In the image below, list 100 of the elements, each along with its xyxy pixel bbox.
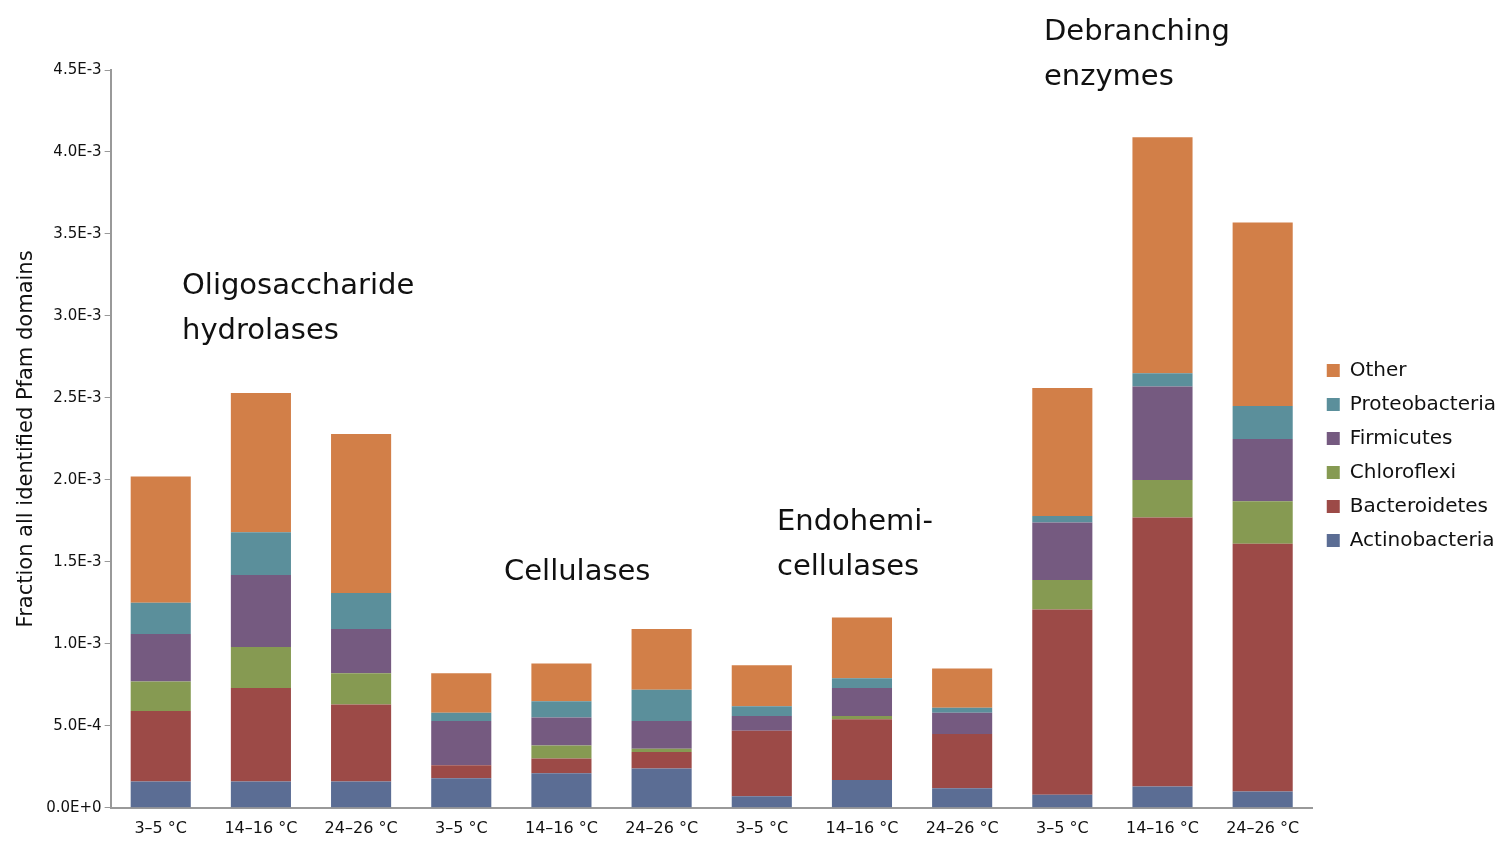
y-tick-label: 4.0E-3 xyxy=(53,141,102,160)
bar xyxy=(130,602,191,635)
y-tick-label: 5.0E-4 xyxy=(53,715,102,734)
bar xyxy=(932,668,993,708)
y-tick-label: 1.5E-3 xyxy=(53,551,102,570)
x-tick-label: 24–26 °C xyxy=(925,817,999,837)
bar xyxy=(831,719,893,780)
bar xyxy=(1232,438,1293,502)
bar xyxy=(631,768,692,808)
bar xyxy=(331,704,392,782)
bar xyxy=(431,765,492,779)
bar xyxy=(1032,579,1093,610)
bar xyxy=(331,593,392,630)
bar xyxy=(331,433,392,594)
bar xyxy=(431,712,492,721)
bar xyxy=(1232,406,1293,439)
x-tick-label: 14–16 °C xyxy=(1126,817,1199,837)
bar xyxy=(1032,794,1093,808)
bar xyxy=(1032,609,1093,795)
bar xyxy=(431,720,492,766)
bar xyxy=(1132,517,1193,787)
bar xyxy=(1232,791,1293,808)
bar xyxy=(331,629,392,674)
x-tick-label: 14–16 °C xyxy=(825,817,899,837)
bar xyxy=(731,796,792,808)
bar xyxy=(531,717,592,746)
y-tick-label: 2.0E-3 xyxy=(53,469,102,488)
annotation: Oligosaccharide hydrolases xyxy=(182,266,416,348)
bar xyxy=(331,673,392,705)
y-tick-label: 4.5E-3 xyxy=(53,59,102,78)
y-tick-label: 1.0E-3 xyxy=(53,633,102,652)
legend-label: Proteobacteria xyxy=(1349,390,1497,415)
x-tick-label: 24–26 °C xyxy=(324,817,398,837)
annotation: Cellulases xyxy=(504,553,651,587)
bar xyxy=(1132,386,1193,480)
bar xyxy=(631,689,692,721)
bar xyxy=(230,688,291,782)
bar xyxy=(130,476,191,603)
x-tick-label: 3–5 °C xyxy=(434,817,488,837)
bar xyxy=(831,617,893,679)
annotation: Endohemi-cellulases xyxy=(777,502,934,584)
bar xyxy=(731,715,792,731)
bar xyxy=(1132,479,1193,518)
bar xyxy=(731,665,792,707)
bar xyxy=(932,707,993,713)
bar xyxy=(531,701,592,718)
bar xyxy=(932,712,993,735)
y-axis-title: Fraction all identified Pfam domains xyxy=(13,250,38,628)
bar xyxy=(531,773,592,808)
legend-label: Other xyxy=(1349,356,1408,381)
bar xyxy=(431,673,492,713)
bar xyxy=(1032,515,1093,523)
bar xyxy=(230,574,291,648)
bar xyxy=(731,730,792,797)
bar xyxy=(130,711,191,782)
x-tick-label: 3–5 °C xyxy=(134,817,188,837)
legend-label: Firmicutes xyxy=(1349,424,1453,449)
bar xyxy=(831,715,893,720)
y-tick-label: 0.0E+0 xyxy=(46,797,102,816)
x-tick-label: 24–26 °C xyxy=(1226,817,1300,837)
x-tick-label: 3–5 °C xyxy=(1036,817,1089,837)
bar xyxy=(1032,388,1093,516)
bar xyxy=(230,532,291,575)
bar xyxy=(831,678,893,689)
bar xyxy=(531,745,592,759)
legend-label: Chloroflexi xyxy=(1349,458,1457,483)
bar xyxy=(932,734,993,789)
bar xyxy=(130,634,191,682)
x-tick-label: 3–5 °C xyxy=(735,817,789,837)
bar xyxy=(230,781,291,808)
bar xyxy=(531,663,592,702)
bar xyxy=(130,681,191,712)
y-tick-label: 3.0E-3 xyxy=(53,305,102,324)
legend-label: Bacteroidetes xyxy=(1349,492,1489,517)
bar xyxy=(731,706,792,716)
bar xyxy=(331,781,392,808)
bar xyxy=(230,647,291,689)
legend-label: Actinobacteria xyxy=(1349,526,1495,551)
bar xyxy=(1132,786,1193,808)
bar xyxy=(831,779,893,808)
bar xyxy=(431,778,492,808)
bar xyxy=(631,752,692,769)
bar xyxy=(1132,373,1193,387)
bar xyxy=(1132,137,1193,374)
bar xyxy=(531,758,592,774)
bar xyxy=(631,720,692,749)
bar xyxy=(831,688,893,716)
bar xyxy=(631,748,692,753)
bar xyxy=(1232,501,1293,544)
bar xyxy=(932,788,993,808)
bar xyxy=(1232,222,1293,407)
annotation: Debranching enzymes xyxy=(1044,12,1231,94)
bar xyxy=(1232,543,1293,792)
x-tick-label: 14–16 °C xyxy=(524,817,598,837)
bar xyxy=(1032,522,1093,580)
y-tick-label: 2.5E-3 xyxy=(53,387,102,406)
bar xyxy=(130,781,191,808)
bar xyxy=(631,629,692,690)
y-tick-label: 3.5E-3 xyxy=(53,223,102,242)
x-tick-label: 24–26 °C xyxy=(625,817,699,837)
